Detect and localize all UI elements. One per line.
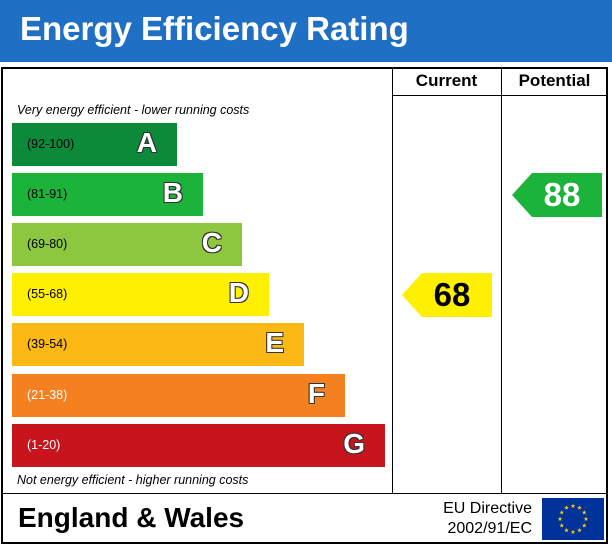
band-range-label: (1-20) (27, 438, 61, 452)
region-label: England & Wales (18, 502, 245, 533)
column-divider-potential (501, 67, 502, 494)
rating-band-d: (55-68) D (12, 273, 269, 316)
band-range-label: (21-38) (27, 388, 68, 402)
rating-band-b: (81-91) B (12, 173, 203, 216)
eu-flag-icon (542, 498, 604, 540)
current-rating-arrow-value: 68 (433, 275, 471, 313)
band-letter: E (265, 327, 284, 358)
band-range-label: (92-100) (27, 137, 75, 151)
band-letter: D (228, 277, 249, 308)
current-rating-arrow-shape (402, 272, 492, 317)
potential-rating-arrow-value: 88 (543, 175, 581, 213)
page-title: Energy Efficiency Rating (20, 10, 409, 47)
rating-band-e: (39-54) E (12, 323, 304, 366)
potential-rating-arrow: 88 (512, 172, 602, 217)
band-range-label: (39-54) (27, 337, 68, 351)
header-row-divider (392, 95, 608, 96)
potential-column-header: Potential (518, 71, 591, 90)
band-letter: A (136, 127, 157, 158)
band-range-label: (55-68) (27, 287, 68, 301)
rating-band-a: (92-100) A (12, 123, 177, 166)
current-rating-arrow: 68 (402, 272, 492, 317)
band-letter: G (343, 428, 365, 459)
footer-divider (1, 493, 608, 494)
band-letter: F (307, 378, 325, 409)
directive-number: 2002/91/EC (447, 520, 532, 537)
band-letter: C (201, 227, 222, 258)
rating-band-f: (21-38) F (12, 374, 345, 417)
header-bar: Energy Efficiency Rating (0, 0, 612, 62)
rating-frame (1, 67, 608, 544)
directive-label: EU Directive (443, 500, 532, 517)
rating-band-c: (69-80) C (12, 223, 242, 266)
current-column-header: Current (415, 71, 478, 90)
top-note: Very energy efficient - lower running co… (17, 103, 250, 117)
bottom-note: Not energy efficient - higher running co… (17, 473, 249, 487)
band-letter: B (162, 177, 183, 208)
band-range-label: (81-91) (27, 187, 68, 201)
band-range-label: (69-80) (27, 237, 68, 251)
potential-rating-arrow-shape (512, 172, 602, 217)
column-divider-current (392, 67, 393, 494)
rating-band-g: (1-20) G (12, 424, 385, 467)
